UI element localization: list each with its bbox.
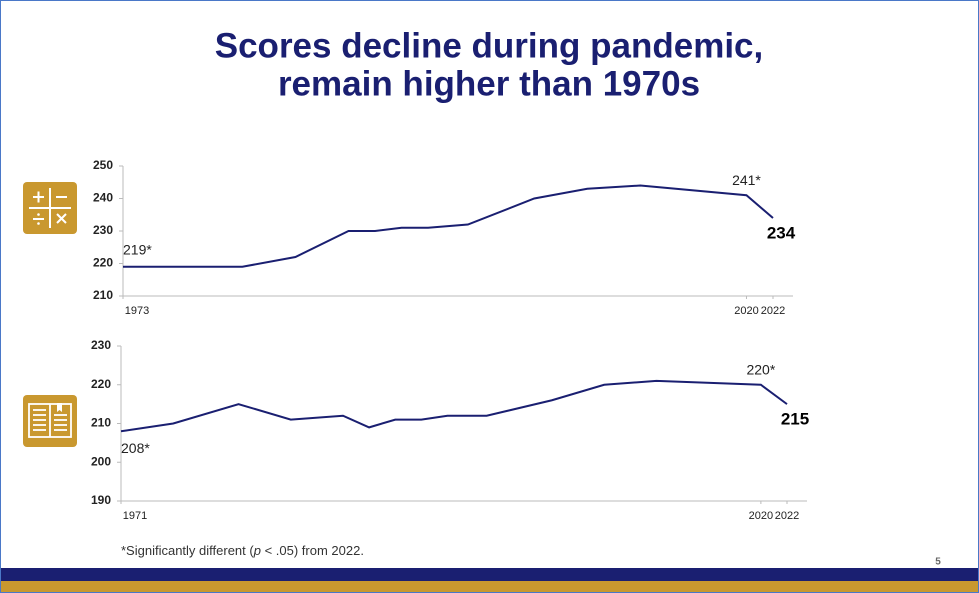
footer-band <box>1 568 978 581</box>
y-tick-label: 210 <box>93 288 113 302</box>
data-label: 208* <box>121 440 150 456</box>
y-tick-label: 230 <box>93 223 113 237</box>
footer-band <box>1 581 978 592</box>
data-label: 215 <box>781 410 809 429</box>
x-tick-label: 1973 <box>125 305 149 317</box>
y-tick-label: 190 <box>91 493 111 507</box>
data-line <box>123 184 774 268</box>
x-tick-label: 2022 <box>761 305 785 317</box>
data-line <box>120 379 788 433</box>
data-label: 219* <box>123 241 152 257</box>
x-tick-label: 2020 <box>734 305 758 317</box>
y-tick-label: 250 <box>93 158 113 172</box>
y-tick-label: 230 <box>91 338 111 352</box>
x-tick-label: 2022 <box>775 510 799 522</box>
y-tick-label: 220 <box>91 377 111 391</box>
page-number: 5 <box>935 557 941 568</box>
book-icon <box>23 395 77 447</box>
y-tick-label: 240 <box>93 191 113 205</box>
x-tick-label: 1971 <box>123 510 147 522</box>
footnote-text: p <box>253 543 261 558</box>
title-line: Scores decline during pandemic, <box>215 26 763 65</box>
y-tick-label: 200 <box>91 454 111 468</box>
math-icon <box>23 182 77 234</box>
title-line: remain higher than 1970s <box>278 64 700 103</box>
footnote-text: *Significantly different ( <box>121 543 254 558</box>
data-label: 234 <box>767 223 796 242</box>
footnote: *Significantly different (p < .05) from … <box>121 543 364 558</box>
y-tick-label: 220 <box>93 256 113 270</box>
data-label: 241* <box>732 172 761 188</box>
y-tick-label: 210 <box>91 416 111 430</box>
data-label: 220* <box>746 361 775 377</box>
x-tick-label: 2020 <box>749 510 773 522</box>
footnote-text: < .05) from 2022. <box>261 543 364 558</box>
